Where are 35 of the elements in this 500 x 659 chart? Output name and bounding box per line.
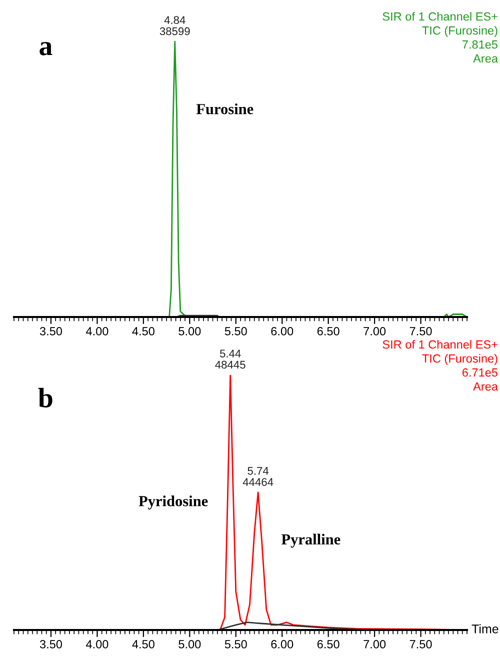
chart-title: b xyxy=(38,388,52,408)
annotation: Furosine xyxy=(196,103,254,114)
x-tick-label: 6.50 xyxy=(317,640,340,648)
chart-title: a xyxy=(40,42,52,56)
x-tick-label: 4.00 xyxy=(86,640,108,648)
annotation: Pyridosine xyxy=(138,496,208,510)
x-axis-title: Time xyxy=(472,624,498,634)
x-tick-label: 6.00 xyxy=(271,327,294,336)
x-tick-label: 5.00 xyxy=(178,640,201,648)
text: SIR of 1 Channel ES+ xyxy=(382,340,498,349)
x-tick-label: 6.00 xyxy=(271,640,294,648)
x-tick-label: 5.50 xyxy=(224,640,247,648)
x-tick-label: 7.00 xyxy=(364,640,386,648)
text: Area xyxy=(473,382,498,391)
x-tick-label: 3.50 xyxy=(40,640,62,648)
text: SIR of 1 Channel ES+ xyxy=(382,12,498,21)
x-tick-label: 4.00 xyxy=(86,327,108,336)
annotation: 4.84 38599 xyxy=(160,16,190,36)
x-tick-label: 3.50 xyxy=(40,327,62,336)
x-tick-label: 7.50 xyxy=(410,640,432,648)
annotation: 5.44 48445 xyxy=(215,350,246,369)
x-tick-label: 4.50 xyxy=(132,327,154,336)
annotation: Pyralline xyxy=(281,534,340,548)
x-tick-label: 6.50 xyxy=(317,327,340,336)
x-tick-label: 5.50 xyxy=(224,327,247,336)
annotation: 5.74 44464 xyxy=(242,467,274,486)
annotation: 7.81e5 xyxy=(462,40,498,49)
x-tick-label: 7.00 xyxy=(364,327,386,336)
text: TIC (Furosine) xyxy=(422,354,498,365)
text: Area xyxy=(473,54,498,63)
x-tick-label: 7.50 xyxy=(410,327,432,336)
annotation: 6.71e5 xyxy=(462,368,498,377)
x-tick-label: 5.00 xyxy=(178,327,201,336)
x-tick-label: 4.50 xyxy=(132,640,154,648)
text: TIC (Furosine) xyxy=(422,26,498,37)
